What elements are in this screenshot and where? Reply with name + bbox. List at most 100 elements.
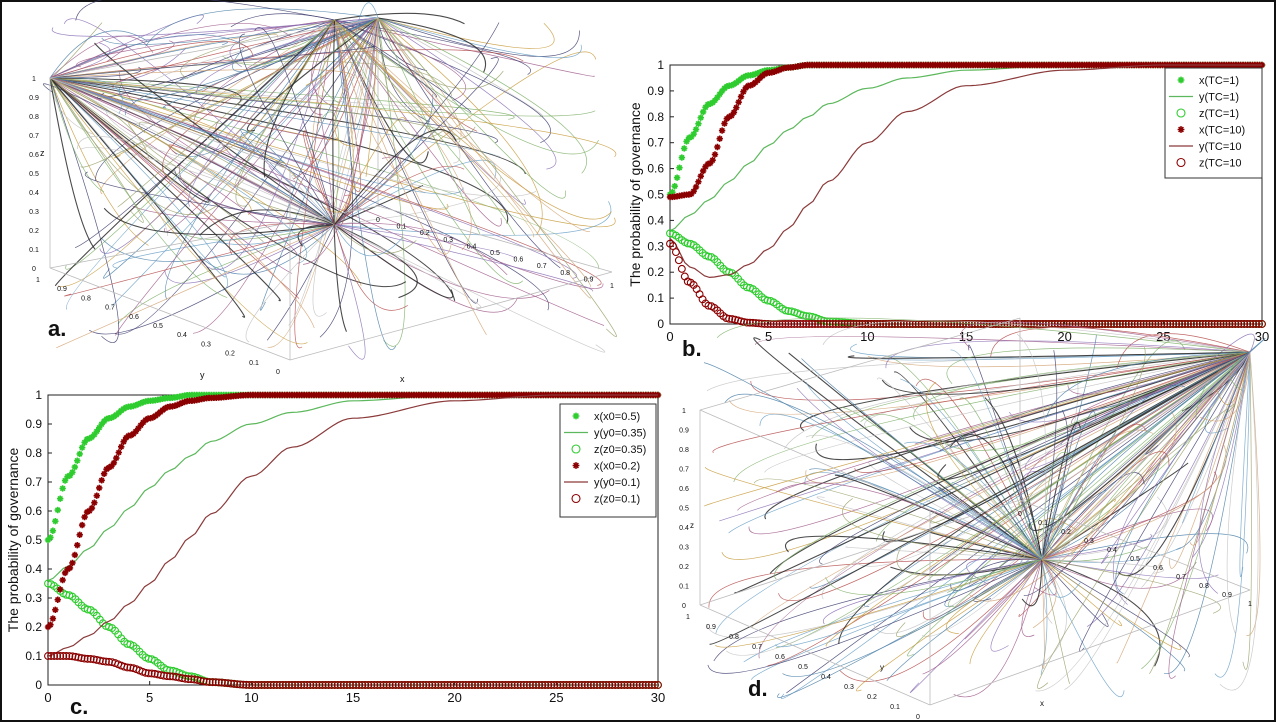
data-point — [805, 312, 814, 321]
trajectory — [1115, 351, 1251, 595]
data-point — [431, 681, 440, 689]
data-point — [737, 317, 745, 326]
trajectory — [377, 17, 461, 164]
data-point — [309, 681, 318, 689]
trajectory — [377, 17, 587, 174]
data-point — [388, 681, 397, 689]
tick-label: 0.3 — [679, 545, 689, 552]
y-tick-label: 0.6 — [647, 162, 664, 176]
data-point — [181, 674, 190, 683]
trajectory — [332, 19, 348, 332]
legend-swatch — [571, 493, 581, 504]
data-point — [1107, 320, 1115, 328]
data-point — [327, 681, 336, 689]
trajectory — [801, 358, 1043, 560]
data-point — [52, 606, 59, 614]
data-point — [647, 681, 656, 689]
data-point — [784, 320, 793, 328]
trajectory — [49, 77, 596, 117]
tick-label: 0.8 — [29, 114, 39, 121]
data-point — [80, 654, 89, 663]
trajectory — [939, 351, 1251, 452]
data-point — [113, 454, 120, 462]
tick-label: 0 — [1018, 511, 1022, 518]
trajectory — [49, 77, 144, 223]
data-point — [535, 681, 543, 689]
trajectory — [1176, 352, 1251, 550]
trajectory — [872, 351, 1251, 361]
data-point — [297, 681, 306, 689]
trajectory — [334, 19, 437, 98]
tick-label: 0.8 — [560, 270, 570, 277]
data-point — [510, 681, 519, 689]
tick-label: 0.7 — [752, 644, 762, 651]
trajectory — [49, 77, 149, 158]
trajectory — [1041, 546, 1149, 562]
trajectory — [49, 77, 281, 302]
x-tick-label: 25 — [549, 690, 563, 705]
data-point — [565, 681, 574, 689]
data-point — [1189, 320, 1198, 328]
y-tick-label: 0.9 — [25, 417, 42, 431]
data-point — [513, 681, 522, 689]
legend-entry: z(TC=10 — [1199, 158, 1242, 170]
data-point — [1115, 320, 1124, 328]
data-point — [799, 320, 808, 328]
trajectory — [334, 224, 403, 257]
tick-label: 1 — [682, 408, 686, 415]
trajectory — [754, 336, 1251, 353]
trajectory — [1067, 351, 1251, 395]
y-tick-label: 0.7 — [25, 475, 42, 489]
tick-label: 1 — [36, 277, 40, 284]
data-point — [174, 401, 181, 409]
trajectory — [1009, 459, 1043, 560]
data-point — [269, 681, 278, 689]
data-point — [324, 681, 333, 689]
axis-edge — [49, 77, 291, 171]
trajectory — [1041, 350, 1058, 560]
trajectory — [1116, 352, 1251, 664]
tick-label: 0.9 — [584, 276, 594, 283]
legend-box — [559, 403, 657, 518]
data-point — [650, 681, 659, 689]
series-3 — [44, 391, 662, 631]
series-4 — [47, 394, 658, 657]
panel-a-axes: 00.10.20.30.40.50.60.70.80.9100.10.20.30… — [29, 17, 614, 376]
data-point — [671, 248, 680, 257]
data-point — [547, 681, 556, 689]
data-point — [306, 681, 315, 689]
data-point — [763, 320, 772, 328]
trajectory — [80, 17, 379, 168]
series-5 — [44, 652, 662, 689]
tick-label: 0.4 — [467, 243, 477, 250]
axis-edge — [699, 409, 931, 511]
data-point — [266, 681, 275, 689]
y-tick-label: 0.8 — [647, 110, 664, 124]
data-point — [86, 507, 93, 514]
data-point — [239, 680, 248, 689]
data-point — [101, 657, 110, 666]
data-point — [339, 681, 348, 689]
data-point — [714, 143, 721, 151]
trajectory — [334, 19, 591, 232]
trajectory — [786, 351, 1251, 694]
series-line — [669, 64, 1262, 279]
tick-label: 0.3 — [443, 237, 453, 244]
trajectory — [758, 351, 1251, 659]
trajectory — [49, 77, 407, 288]
data-point — [550, 681, 559, 689]
data-point — [953, 320, 962, 328]
trajectory — [294, 19, 335, 349]
data-point — [1163, 320, 1172, 328]
trajectory — [49, 77, 105, 193]
trajectory — [334, 19, 452, 255]
data-point — [425, 681, 434, 689]
data-point — [57, 495, 64, 502]
trajectory — [65, 19, 335, 310]
y-tick-label: 0.6 — [25, 504, 42, 518]
data-point — [507, 681, 516, 689]
trajectory — [64, 224, 335, 297]
trajectory — [354, 2, 379, 37]
data-point — [166, 672, 174, 681]
data-point — [707, 160, 714, 167]
